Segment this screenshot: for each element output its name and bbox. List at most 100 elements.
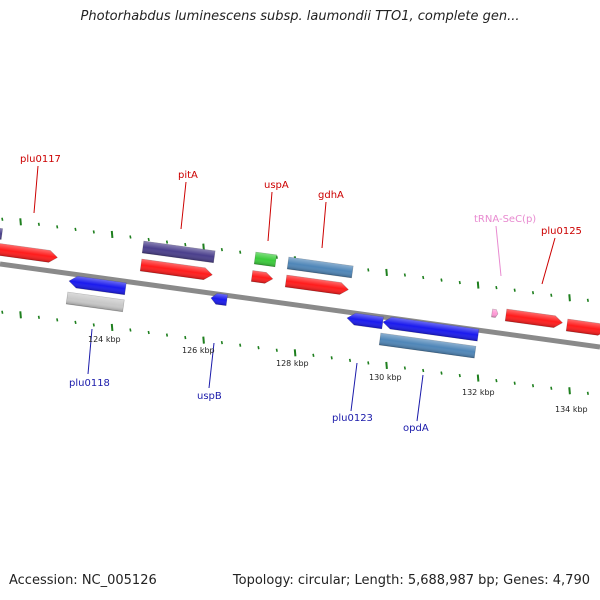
feature-opdA[interactable] (382, 316, 480, 342)
feature-plu0117[interactable] (0, 242, 58, 263)
lower-tick (165, 333, 169, 337)
scale-label: 134 kbp (555, 405, 588, 414)
feature-opdA-steel[interactable] (378, 332, 477, 359)
gene-label-uspB[interactable]: uspB (197, 391, 222, 402)
lower-tick (330, 356, 333, 360)
lower-tick (586, 391, 589, 395)
feature-pitA[interactable] (139, 258, 213, 281)
scale-label: 126 kbp (182, 346, 215, 355)
upper-tick (586, 298, 589, 302)
feature-partial-left-shading (0, 227, 3, 240)
feature-gdhA-shading (285, 275, 349, 295)
gene-label-trna-sec[interactable]: tRNA-SeC(p) (474, 214, 536, 225)
leader-line (350, 362, 358, 412)
upper-tick (56, 225, 59, 229)
scale-label: 130 kbp (369, 373, 402, 382)
lower-tick (458, 373, 461, 378)
scale-labels: 124 kbp 126 kbp 128 kbp 130 kbp 132 kbp … (88, 335, 588, 414)
upper-tick (422, 275, 425, 280)
gene-label-plu0118[interactable]: plu0118 (69, 378, 110, 389)
gene-label-gdhA[interactable]: gdhA (318, 190, 344, 201)
lower-tick (184, 335, 187, 340)
upper-tick (440, 278, 443, 282)
leader-line (416, 374, 424, 422)
gene-label-opdA[interactable]: opdA (403, 423, 429, 434)
feature-uspA-shading (251, 270, 273, 284)
leader-line (321, 201, 327, 249)
feature-plu0125-shading (505, 309, 563, 328)
feature-gdhA-top-shading (287, 257, 354, 278)
gene-label-plu0125[interactable]: plu0125 (541, 226, 582, 237)
feature-gdhA[interactable] (284, 274, 349, 296)
upper-tick (568, 294, 571, 302)
map-title: Photorhabdus luminescens subsp. laumondi… (80, 9, 520, 24)
lower-tick (513, 381, 516, 385)
feature-uspA-green[interactable] (253, 251, 277, 268)
lower-tick (495, 378, 498, 383)
lower-tick (422, 368, 425, 373)
lower-tick (37, 315, 40, 319)
feature-plu0125[interactable] (504, 308, 563, 329)
label-leader-lines (33, 165, 556, 422)
feature-trna[interactable] (491, 308, 499, 318)
lower-tick (550, 386, 553, 390)
upper-tick (513, 288, 516, 292)
lower-tick (92, 323, 95, 327)
lower-tick (568, 387, 571, 395)
feature-plu0118-grey[interactable] (65, 291, 125, 313)
lower-tick (74, 320, 77, 325)
feature-partial-left[interactable] (0, 227, 4, 240)
leader-line (541, 237, 556, 285)
lower-tick (348, 358, 352, 363)
lower-tick (202, 336, 205, 344)
upper-tick (110, 230, 114, 239)
gene-label-plu0123[interactable]: plu0123 (332, 413, 373, 424)
gene-labels: plu0117 pitA uspA gdhA tRNA-SeC(p) plu01… (20, 154, 582, 434)
lower-tick (56, 318, 59, 322)
feature-right-edge[interactable] (565, 318, 600, 336)
lower-tick (275, 348, 278, 352)
feature-plu0123[interactable] (346, 312, 384, 330)
upper-tick (1, 217, 4, 221)
upper-tick (550, 293, 553, 297)
upper-tick (165, 240, 169, 244)
lower-tick (19, 311, 22, 319)
lower-tick (110, 323, 114, 332)
upper-tick (129, 235, 132, 239)
upper-tick (495, 285, 498, 290)
lower-tick (129, 328, 132, 332)
feature-trna-shading (491, 309, 498, 318)
feature-plu0118-shading (69, 276, 127, 295)
scale-label: 124 kbp (88, 335, 121, 344)
leader-line (33, 165, 39, 214)
feature-pitA-top[interactable] (141, 240, 216, 264)
leader-line (180, 181, 187, 230)
gene-label-plu0117[interactable]: plu0117 (20, 154, 61, 165)
lower-tick (367, 361, 370, 365)
feature-gdhA-top[interactable] (286, 256, 354, 279)
feature-uspB[interactable] (210, 293, 228, 306)
lower-tick (293, 349, 297, 357)
upper-tick (458, 280, 461, 285)
feature-uspA-green-shading (254, 252, 277, 267)
feature-opdA-steel-shading (379, 333, 476, 359)
feature-right-edge-shading (566, 319, 600, 336)
feature-pitA-shading (140, 259, 213, 280)
leader-line (267, 191, 273, 242)
feature-track (0, 227, 600, 359)
lower-tick (531, 384, 535, 388)
gene-label-uspA[interactable]: uspA (264, 180, 289, 191)
feature-plu0118[interactable] (68, 275, 127, 296)
upper-tick (367, 268, 370, 272)
feature-uspA[interactable] (250, 270, 274, 285)
genome-backbone (0, 261, 600, 350)
feature-plu0123-shading (347, 313, 384, 329)
lower-tick (476, 374, 480, 382)
upper-tick (385, 268, 388, 277)
upper-tick (239, 250, 242, 254)
accession-text: Accession: NC_005126 (9, 573, 157, 588)
scale-label: 128 kbp (276, 359, 309, 368)
gene-label-pitA[interactable]: pitA (178, 170, 198, 181)
leader-line (87, 328, 93, 375)
